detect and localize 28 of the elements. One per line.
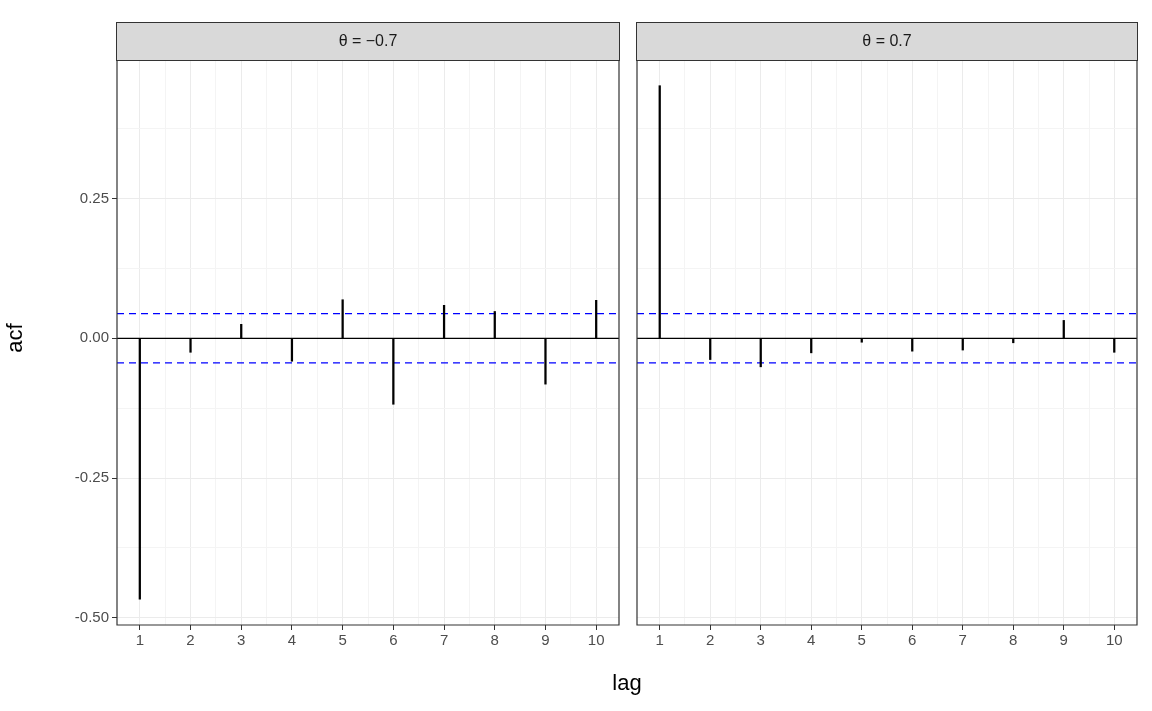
x-tick-label: 10 [587, 631, 605, 649]
chart-title: θ = 0.7 [636, 22, 1138, 61]
x-tick-label: 7 [958, 631, 967, 649]
x-tick-label: 4 [287, 631, 297, 649]
x-tick-label: 2 [706, 631, 715, 649]
x-tick-label: 7 [439, 631, 449, 649]
y-tick-label: -0.50 [74, 607, 109, 625]
x-tick-label: 1 [655, 631, 664, 649]
x-tick-label: 2 [186, 631, 195, 649]
x-tick-label: 5 [338, 631, 347, 649]
x-tick-label: 3 [756, 631, 765, 649]
y-tick-label: 0.00 [79, 328, 109, 346]
x-axis-title: lag [612, 670, 642, 696]
x-tick-label: 5 [857, 631, 866, 649]
y-tick-label: 0.25 [79, 188, 109, 206]
x-tick-label: 4 [807, 631, 816, 649]
x-tick-label: 10 [1105, 631, 1123, 649]
y-tick-label: -0.25 [74, 468, 109, 486]
x-tick-label: 8 [490, 631, 499, 649]
x-tick-label: 8 [1009, 631, 1018, 649]
x-tick-label: 1 [135, 631, 144, 649]
x-tick-label: 6 [908, 631, 917, 649]
x-tick-label: 3 [237, 631, 246, 649]
x-tick-label: 9 [1059, 631, 1068, 649]
chart-title: θ = −0.7 [116, 22, 620, 61]
x-tick-label: 6 [389, 631, 398, 649]
y-axis-title: acf [2, 323, 29, 353]
x-tick-label: 9 [541, 631, 550, 649]
